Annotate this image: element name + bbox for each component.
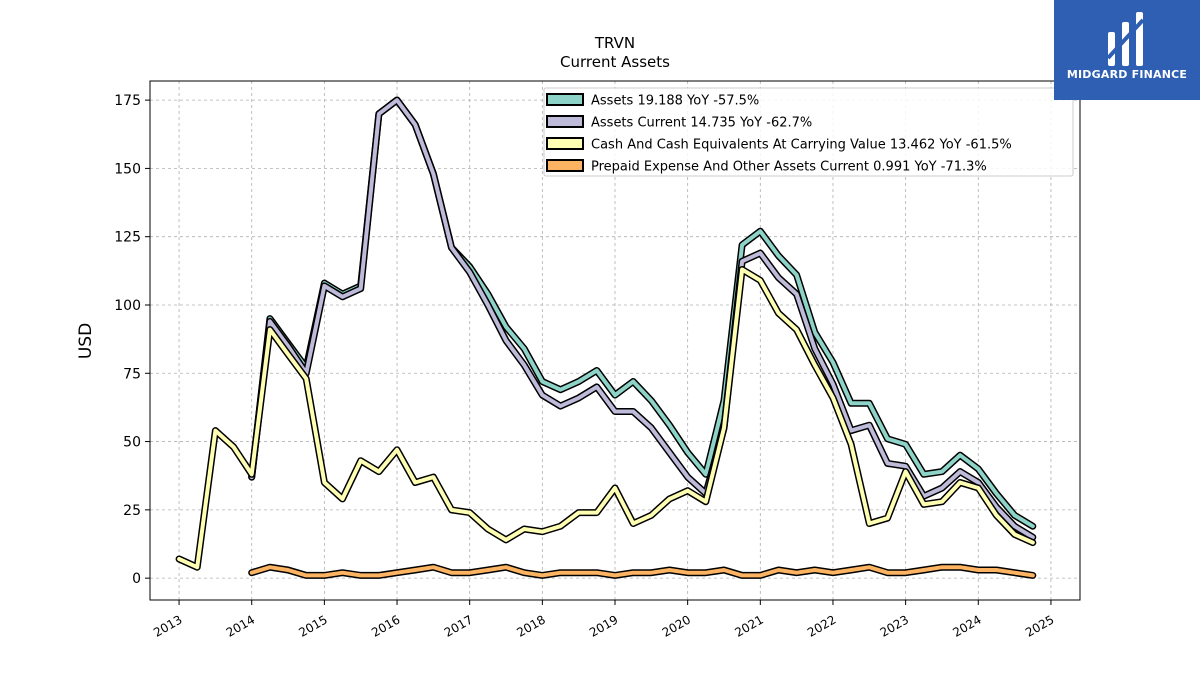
legend-swatch bbox=[546, 115, 584, 128]
midgard-logo-icon bbox=[1106, 12, 1145, 66]
legend-label: Prepaid Expense And Other Assets Current… bbox=[591, 160, 987, 175]
x-tick-label: 2019 bbox=[587, 612, 620, 639]
x-tick-label: 2017 bbox=[442, 612, 475, 639]
series-1 bbox=[248, 96, 1037, 541]
series-line bbox=[177, 267, 1035, 570]
brand-name: MIDGARD FINANCE bbox=[1066, 68, 1188, 81]
y-tick-label: 50 bbox=[123, 435, 141, 451]
x-tick-label: 2024 bbox=[950, 612, 983, 639]
x-tick-label: 2022 bbox=[805, 612, 838, 639]
x-axis: 2013 2014 2015 2016 2017 2018 2019 2020 2021 2022… bbox=[151, 600, 1056, 640]
series-line bbox=[249, 98, 1035, 540]
y-tick-label: 175 bbox=[114, 93, 141, 109]
x-tick-label: 2023 bbox=[878, 612, 911, 639]
legend-swatch bbox=[546, 159, 584, 172]
y-tick-label: 125 bbox=[114, 230, 141, 246]
legend-label: Assets Current 14.735 YoY -62.7% bbox=[591, 116, 812, 131]
series-line bbox=[249, 565, 1035, 578]
y-tick-label: 150 bbox=[114, 161, 141, 177]
x-tick-label: 2015 bbox=[296, 612, 329, 639]
x-tick-label: 2013 bbox=[151, 612, 184, 639]
brand-logo: MIDGARD FINANCE bbox=[1054, 0, 1200, 100]
chart-subtitle: Current Assets bbox=[560, 53, 670, 71]
legend-swatch bbox=[546, 93, 584, 106]
y-axis: 0 25 50 75 100 125 150 175 bbox=[114, 93, 150, 587]
y-tick-label: 25 bbox=[123, 503, 141, 519]
x-tick-label: 2016 bbox=[369, 612, 402, 639]
chart-title: TRVN bbox=[594, 34, 635, 52]
x-tick-label: 2025 bbox=[1023, 612, 1056, 639]
legend-label: Assets 19.188 YoY -57.5% bbox=[591, 94, 759, 109]
series-line-outline bbox=[175, 266, 1037, 571]
x-tick-label: 2021 bbox=[732, 612, 765, 639]
legend: Assets 19.188 YoY -57.5% Assets Current 1… bbox=[543, 87, 1074, 177]
series-layer bbox=[175, 96, 1037, 579]
series-3 bbox=[248, 563, 1037, 579]
x-tick-label: 2018 bbox=[514, 612, 547, 639]
series-2 bbox=[175, 266, 1037, 571]
legend-swatch bbox=[546, 137, 584, 150]
y-tick-label: 75 bbox=[123, 366, 141, 382]
x-tick-label: 2020 bbox=[660, 612, 693, 639]
y-tick-label: 100 bbox=[114, 298, 141, 314]
y-tick-label: 0 bbox=[132, 571, 141, 587]
y-axis-label: USD bbox=[76, 323, 96, 359]
x-tick-label: 2014 bbox=[224, 612, 257, 639]
legend-frame bbox=[543, 87, 1074, 177]
legend-label: Cash And Cash Equivalents At Carrying Va… bbox=[591, 138, 1012, 153]
